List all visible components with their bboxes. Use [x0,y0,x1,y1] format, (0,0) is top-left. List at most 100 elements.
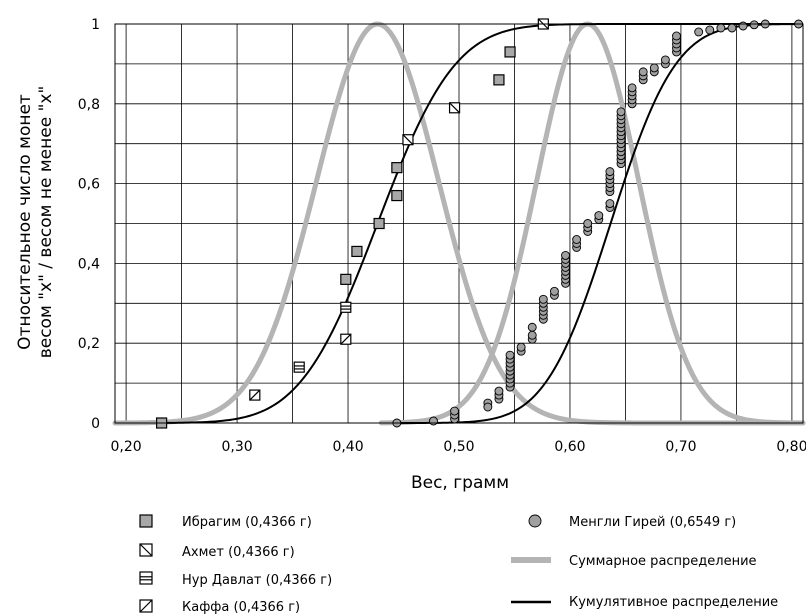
data-point-series-0-shape [340,273,352,285]
data-point-series-4-shape [572,235,582,244]
data-point-series-0 [373,217,385,230]
y-tick-label: 0,2 [78,336,100,352]
data-point-series-4-shape [538,294,548,304]
data-point-series-0 [493,74,505,86]
legend-symbol [139,599,153,613]
data-point-series-4-shape [583,219,593,228]
data-point-series-4 [516,342,526,352]
data-point-series-4 [705,25,715,35]
data-point-series-4-shape [705,25,715,35]
data-point-series-2-shape [340,301,352,313]
x-tick-label: 0,20 [111,439,142,455]
grid [115,24,803,423]
data-point-series-2 [340,301,352,313]
y-tick-label: 0,8 [78,97,100,113]
data-point-series-4 [627,83,637,93]
data-point-series-0-shape [373,217,385,230]
x-tick-label: 0,30 [221,439,252,455]
data-point-series-4 [561,250,570,260]
data-point-series-2 [293,361,305,373]
data-point-series-4 [583,219,593,228]
data-point-series-1-hatch [402,134,414,146]
data-point-series-4 [549,286,559,296]
x-tick-label: 0,60 [554,439,585,455]
data-point-series-4-shape [605,167,615,177]
legend-label-cumulative-distribution: Кумулятивное распределение [569,595,778,610]
data-point-series-4-shape [605,199,615,209]
x-tick-label: 0,70 [665,439,696,455]
legend: Ибрагим (0,4366 г) Ахмет (0,4366 г) Нур … [139,514,778,615]
data-point-series-0 [504,46,516,58]
data-point-series-0-shape [493,74,505,86]
data-point-series-3-hatch [340,333,352,345]
legend-label-ibragim: Ибрагим (0,4366 г) [182,515,312,530]
legend-symbol-hatch [139,599,153,613]
legend-symbol [139,543,153,557]
y-axis-title-line1: Относительное число монет [15,94,35,350]
data-point-series-2-shape [293,361,305,373]
data-point-series-4 [594,211,604,220]
data-point-series-0-shape [504,46,516,58]
x-tick-labels: 0,20 0,30 0,40 0,50 0,60 0,70 0,80 [111,439,806,455]
data-point-series-0 [340,273,352,285]
data-point-series-4 [429,416,438,426]
data-point-series-3 [340,333,352,345]
data-point-series-4-shape [649,63,659,73]
data-point-series-4-shape [429,416,438,426]
data-point-series-4-shape [549,286,559,296]
data-point-series-4-shape [749,20,759,30]
data-point-series-0 [391,189,403,202]
x-tick-label: 0,40 [332,439,363,455]
data-point-series-4 [616,107,626,117]
legend-symbol-shape [139,571,153,585]
data-point-series-4-shape [638,67,648,77]
data-point-series-4 [605,167,615,177]
data-point-series-4 [727,23,737,33]
data-point-series-4-shape [450,406,460,416]
data-point-series-0-shape [391,189,403,202]
x-tick-label: 0,50 [443,439,474,455]
legend-entry-total-distribution: Суммарное распределение [511,554,757,569]
data-point-series-1 [402,134,414,146]
data-point-series-4-shape [594,211,604,220]
data-point-series-4 [572,235,582,244]
data-point-series-4 [494,386,504,396]
data-point-series-4 [649,63,659,73]
legend-entry-cumulative-distribution: Кумулятивное распределение [511,595,778,610]
data-point-series-4 [538,294,548,304]
legend-label-akhmet: Ахмет (0,4366 г) [182,545,295,560]
data-point-series-4-shape [727,23,737,33]
data-point-series-4 [694,27,704,37]
data-point-series-4-shape [483,402,493,412]
data-point-series-3 [249,389,261,401]
data-point-series-4 [749,20,759,30]
y-axis-title-line2: весом "х" / весом не менее "х" [36,86,56,359]
data-point-series-4-shape [505,350,515,360]
data-point-series-3-hatch [249,389,261,401]
data-point-series-4-shape [527,322,537,332]
legend-symbol-shape [139,514,153,528]
y-tick-labels: 0 0,2 0,4 0,6 0,8 1 [78,17,100,432]
legend-label-kaffa: Каффа (0,4366 г) [182,600,300,615]
data-point-series-4 [505,350,515,360]
data-point-series-4-shape [672,31,681,41]
legend-entry-mengli-girey: Менгли Гирей (0,6549 г) [528,514,736,530]
legend-symbol [528,514,542,528]
x-axis-title: Вес, грамм [411,473,509,493]
data-point-series-4-shape [738,21,748,31]
data-point-series-1 [448,102,461,114]
x-tick-label: 0,80 [776,439,806,455]
y-tick-label: 0,6 [78,177,100,193]
legend-symbol-hatch [139,543,153,557]
legend-label-mengli-girey: Менгли Гирей (0,6549 г) [569,515,736,530]
y-tick-label: 0 [91,416,100,432]
legend-label-nur-davlat: Нур Давлат (0,4366 г) [182,573,332,588]
data-point-series-4-shape [561,250,570,260]
legend-symbol [139,514,153,528]
data-point-series-4 [660,55,670,65]
legend-entry-ibragim: Ибрагим (0,4366 г) [139,514,312,530]
y-tick-label: 0,4 [78,256,100,272]
data-point-series-4 [738,21,748,31]
data-point-series-0-shape [351,245,363,258]
data-point-series-4-shape [516,342,526,352]
